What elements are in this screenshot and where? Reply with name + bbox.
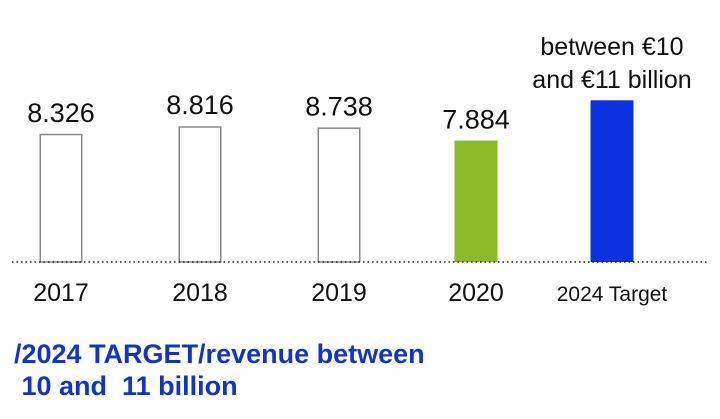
target-annotation-line-1: between €10 xyxy=(540,33,683,61)
x-tick-2017: 2017 xyxy=(33,279,89,307)
value-label-2018: 8.816 xyxy=(166,90,234,120)
bars-layer xyxy=(39,100,634,263)
bar-2024-target xyxy=(590,100,634,262)
value-label-2017: 8.326 xyxy=(27,98,95,128)
x-tick-2019: 2019 xyxy=(311,279,367,307)
revenue-bar-chart: 8.326 2017 8.816 2018 8.738 2019 7.884 2020 2024… xyxy=(12,33,708,307)
bar-2019 xyxy=(317,127,361,263)
value-label-2020: 7.884 xyxy=(442,105,510,135)
x-tick-2018: 2018 xyxy=(172,279,228,307)
headline: /2024 TARGET/revenue between 10 and 11 b… xyxy=(14,338,425,402)
value-label-2019: 8.738 xyxy=(305,91,373,121)
bar-2020 xyxy=(454,140,498,262)
headline-line-1: /2024 TARGET/revenue between xyxy=(14,339,425,369)
headline-line-2: 10 and 11 billion xyxy=(14,371,238,401)
target-annotation-line-2: and €11 billion xyxy=(532,66,691,94)
x-tick-2020: 2020 xyxy=(448,279,504,307)
x-tick-2024-target: 2024 Target xyxy=(557,283,668,306)
bar-2018 xyxy=(178,126,222,263)
bar-2017 xyxy=(39,133,83,263)
labels-layer: 8.326 2017 8.816 2018 8.738 2019 7.884 2020 2024… xyxy=(27,90,667,307)
